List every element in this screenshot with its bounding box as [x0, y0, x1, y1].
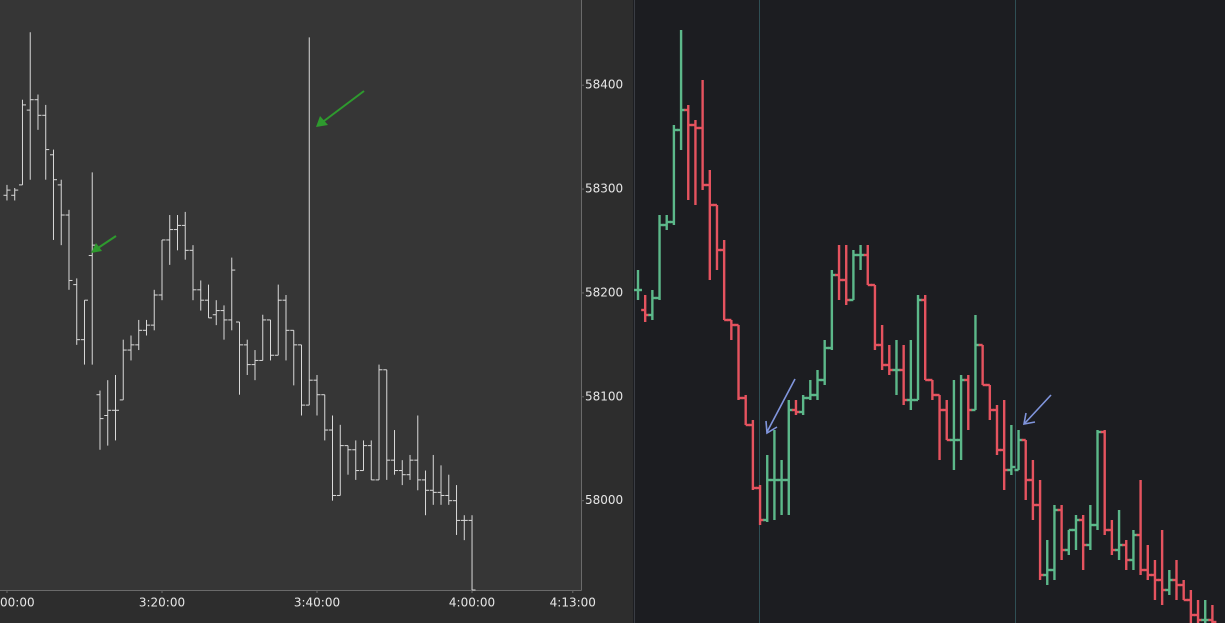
x-tick-label: 4:00:00 [449, 596, 495, 610]
x-tick-label: 3:40:00 [294, 596, 340, 610]
y-tick-label: 58400 [585, 78, 623, 92]
x-tick-label: 3:20:00 [139, 596, 185, 610]
right-panel [633, 0, 1225, 623]
y-tick-label: 58000 [585, 493, 623, 507]
marks: 58000 58100 58200 58300 58400 00:00 3:20:00 3:4… [0, 30, 1217, 623]
y-tick-label: 58300 [585, 182, 623, 196]
annotation-arrow [91, 90, 365, 253]
annotation-arrow [765, 378, 1052, 435]
y-tick-label: 58200 [585, 285, 623, 299]
left-plot [0, 0, 581, 590]
x-tick-label: 00:00 [0, 596, 35, 610]
y-tick-label: 58100 [585, 389, 623, 403]
x-tick-label: 4:13:00 [550, 596, 596, 610]
